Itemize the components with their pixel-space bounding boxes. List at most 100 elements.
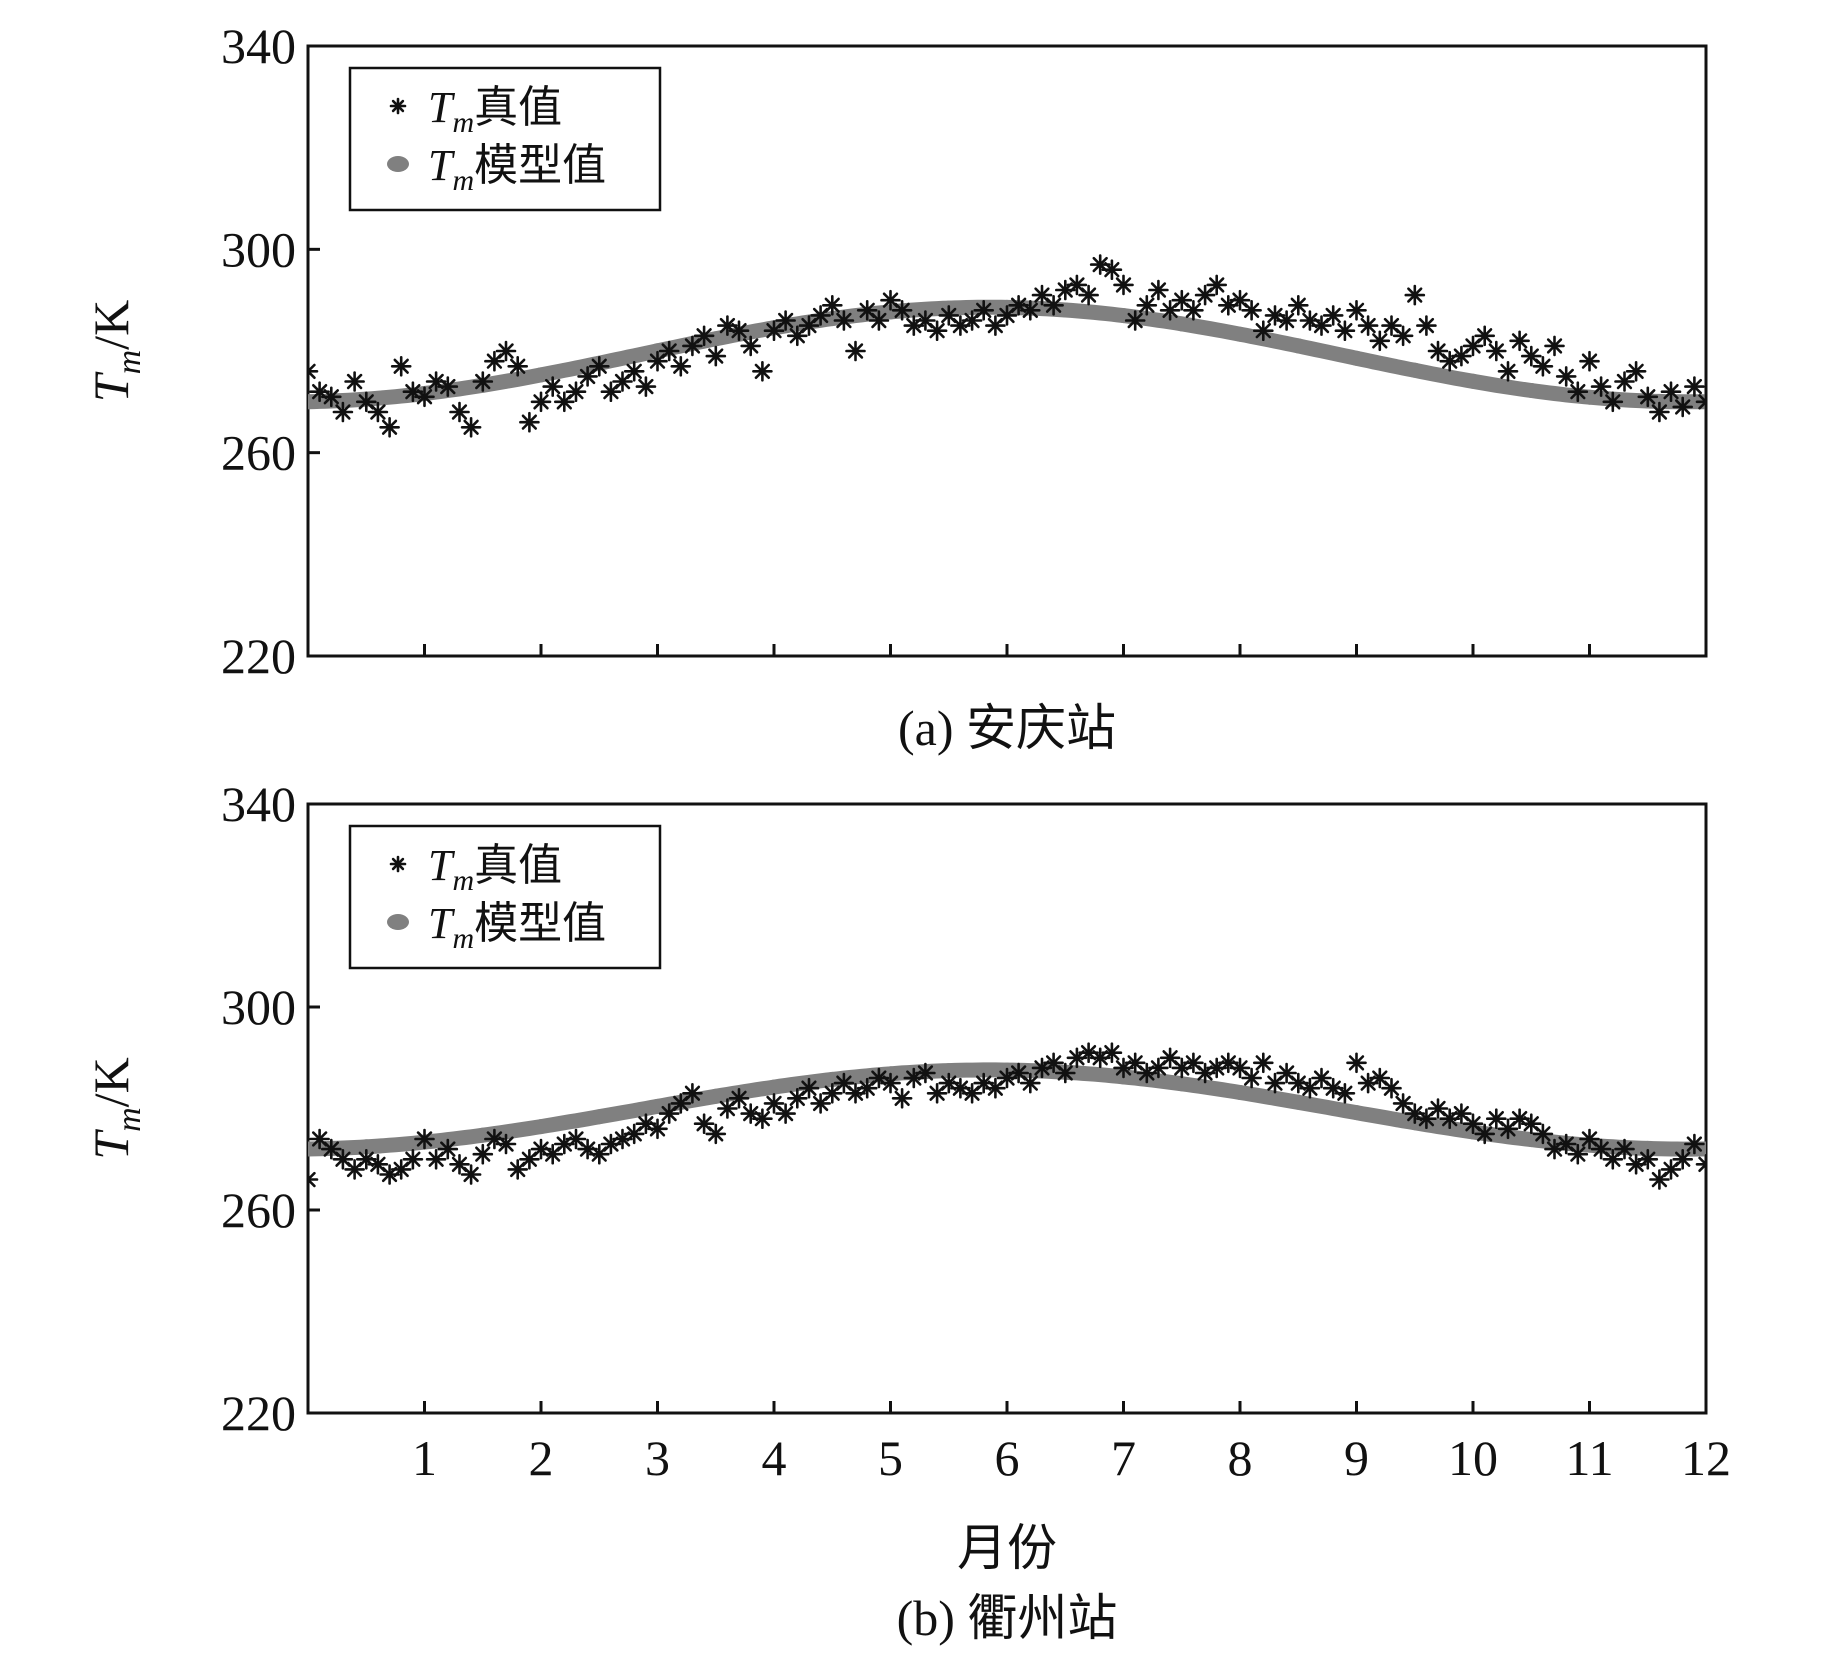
observed-point xyxy=(880,289,901,311)
observed-point xyxy=(414,1128,435,1150)
x-tick-label: 2 xyxy=(529,1430,554,1486)
observed-point xyxy=(880,1072,901,1094)
observed-point xyxy=(1346,299,1367,321)
observed-point xyxy=(705,1123,727,1145)
model-point xyxy=(1232,326,1248,342)
plot-area xyxy=(308,1042,1706,1190)
y-tick-label: 260 xyxy=(221,425,296,481)
observed-point xyxy=(308,360,319,382)
observed-point xyxy=(588,355,610,377)
observed-point xyxy=(821,294,843,316)
observed-point xyxy=(425,371,447,392)
x-tick-label: 10 xyxy=(1448,1430,1498,1486)
model-point xyxy=(1349,1105,1364,1121)
observed-point xyxy=(1497,360,1519,382)
observed-point xyxy=(402,381,424,403)
observed-point xyxy=(519,411,540,433)
model-point xyxy=(1174,1076,1190,1092)
observed-point xyxy=(868,310,890,331)
observed-point xyxy=(623,360,645,382)
observed-point xyxy=(1462,1113,1484,1134)
observed-point xyxy=(437,1138,459,1160)
y-axis-title: Tm/K xyxy=(83,1057,148,1159)
observed-point xyxy=(1416,315,1437,336)
panel-caption: (a) 安庆站 xyxy=(898,700,1116,756)
observed-point xyxy=(915,1062,936,1084)
observed-point xyxy=(1253,320,1274,342)
observed-point xyxy=(1101,1042,1123,1063)
observed-point xyxy=(1055,1062,1076,1084)
observed-point xyxy=(891,299,913,321)
y-axis-title: Tm/K xyxy=(83,300,148,402)
observed-point xyxy=(1486,340,1507,362)
observed-point xyxy=(507,1159,529,1180)
observed-point xyxy=(1346,1052,1367,1074)
observed-point xyxy=(1451,1103,1472,1124)
model-point xyxy=(1465,373,1481,389)
model-point xyxy=(941,1063,957,1079)
observed-point xyxy=(740,335,762,357)
observed-point xyxy=(1695,391,1706,413)
observed-point xyxy=(1684,1133,1705,1155)
observed-point xyxy=(472,1143,494,1165)
observed-point xyxy=(973,299,995,321)
model-point xyxy=(766,1079,782,1095)
observed-point xyxy=(1148,279,1169,301)
observed-point xyxy=(460,416,482,438)
observed-point xyxy=(1649,401,1670,423)
observed-point xyxy=(682,1083,703,1104)
x-tick-label: 12 xyxy=(1681,1430,1731,1486)
observed-point xyxy=(379,416,400,438)
observed-point xyxy=(985,1077,1006,1099)
observed-point xyxy=(1579,350,1600,372)
observed-point xyxy=(1695,1154,1706,1175)
observed-point xyxy=(1392,325,1414,347)
legend-box xyxy=(348,824,662,970)
model-point xyxy=(1523,1132,1539,1148)
observed-point xyxy=(308,1169,319,1190)
observed-point xyxy=(1101,259,1123,281)
observed-point xyxy=(320,386,342,408)
y-tick-label: 300 xyxy=(221,979,296,1035)
observed-point xyxy=(635,376,657,397)
observed-point xyxy=(1532,355,1554,377)
observed-point xyxy=(1288,294,1309,316)
model-point xyxy=(883,304,898,320)
observed-point xyxy=(845,340,866,362)
observed-point xyxy=(1521,1113,1542,1134)
observed-point xyxy=(1521,345,1542,367)
legend-label: Tm模型值 xyxy=(428,899,606,955)
observed-point xyxy=(542,376,564,397)
observed-point xyxy=(1113,274,1134,296)
model-point xyxy=(1349,350,1364,366)
observed-point xyxy=(495,340,517,362)
observed-point xyxy=(752,1108,773,1129)
model-point xyxy=(708,1088,724,1104)
observed-point xyxy=(915,310,936,331)
observed-point xyxy=(344,371,365,392)
observed-point xyxy=(507,355,529,377)
legend-circle-marker xyxy=(387,156,409,172)
observed-point xyxy=(1334,1083,1356,1104)
observed-point xyxy=(1625,360,1647,382)
observed-point xyxy=(1404,284,1426,306)
x-tick-label: 9 xyxy=(1344,1430,1369,1486)
model-point xyxy=(1290,338,1306,354)
observed-point xyxy=(1369,330,1391,352)
observed-point xyxy=(1334,320,1356,342)
x-tick-label: 1 xyxy=(412,1430,437,1486)
observed-point xyxy=(1474,325,1495,347)
observed-point xyxy=(1684,376,1705,397)
model-point xyxy=(1174,316,1190,332)
y-tick-label: 340 xyxy=(221,18,296,74)
observed-point xyxy=(1509,330,1530,352)
observed-point xyxy=(1427,340,1449,362)
model-point xyxy=(533,367,549,383)
observed-point xyxy=(565,381,587,403)
observed-point xyxy=(728,320,750,342)
y-tick-label: 220 xyxy=(221,628,296,684)
observed-point xyxy=(705,345,727,367)
observed-point xyxy=(1241,299,1262,321)
